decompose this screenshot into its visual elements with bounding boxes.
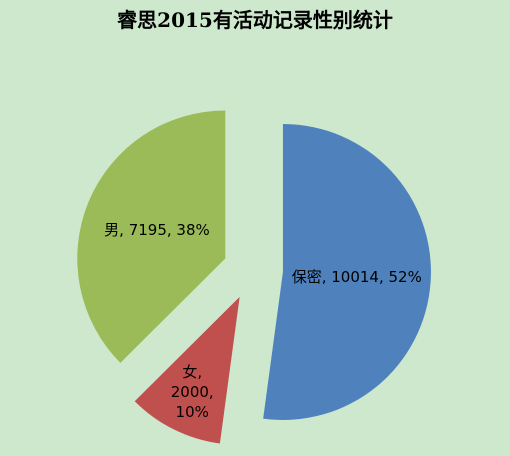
pie-slice [77,110,226,363]
data-label: 女, 2000, 10% [170,363,214,422]
data-label: 男, 7195, 38% [104,221,210,240]
pie-slice [134,296,240,444]
pie-slice [263,124,431,421]
chart-title: 睿思2015有活动记录性别统计 [117,8,393,32]
data-label: 保密, 10014, 52% [291,267,422,286]
